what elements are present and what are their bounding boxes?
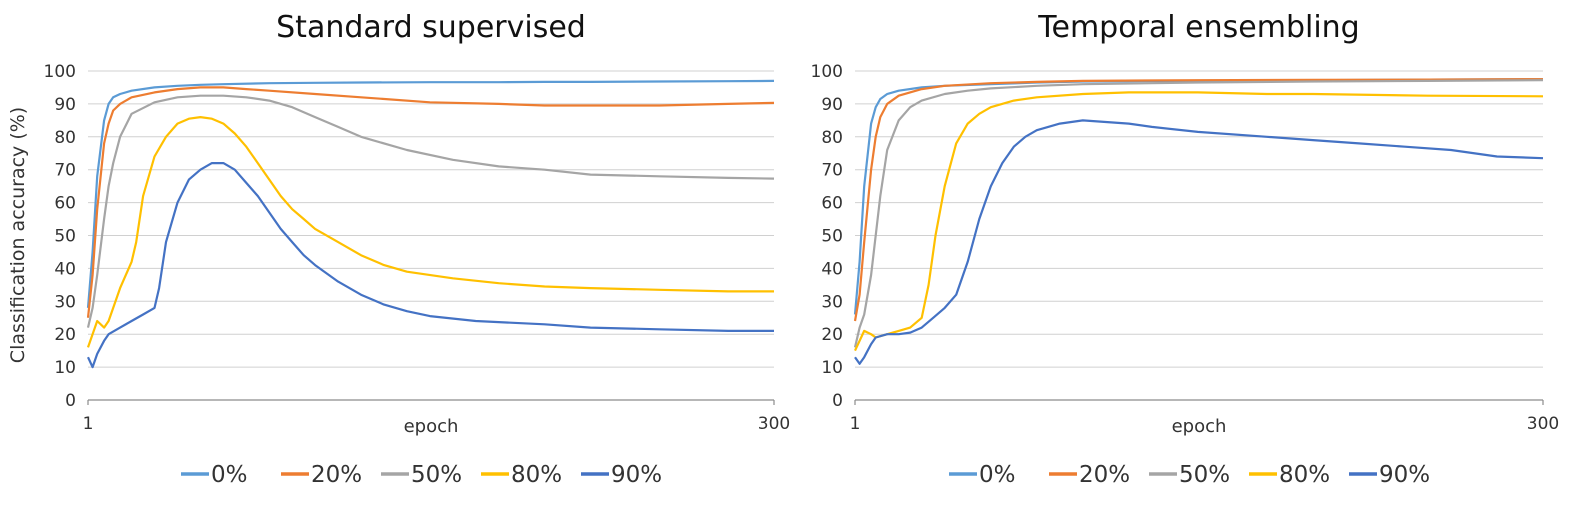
- legend-label-0pct: 0%: [211, 462, 248, 488]
- y-tick-label: 30: [821, 292, 843, 312]
- legend-label-80pct: 80%: [511, 462, 562, 488]
- chart-standard-supervised: Standard supervised010203040506070809010…: [44, 10, 791, 488]
- legend-label-90pct: 90%: [1379, 462, 1430, 488]
- series-line-20pct: [86, 86, 775, 318]
- chart-title: Standard supervised: [276, 10, 586, 45]
- legend-label-0pct: 0%: [979, 462, 1016, 488]
- x-axis-label: epoch: [1172, 416, 1227, 437]
- y-tick-label: 90: [821, 95, 843, 115]
- y-tick-label: 100: [44, 62, 76, 82]
- y-tick-label: 0: [65, 391, 76, 411]
- y-tick-label: 10: [54, 358, 76, 378]
- series-line-0pct: [86, 79, 775, 308]
- series-line-0pct: [853, 78, 1544, 315]
- y-tick-label: 0: [832, 391, 843, 411]
- chart-title: Temporal ensembling: [1037, 10, 1359, 45]
- y-tick-label: 70: [54, 161, 76, 181]
- legend-label-80pct: 80%: [1279, 462, 1330, 488]
- series-line-90pct: [854, 119, 1544, 365]
- legend: 0% 20% 50% 80% 90%: [949, 462, 1430, 488]
- legend-label-50pct: 50%: [1179, 462, 1230, 488]
- y-tick-label: 10: [821, 358, 843, 378]
- series-line-80pct: [86, 115, 774, 348]
- figure-ylabel: Classification accuracy (%): [7, 107, 29, 363]
- legend-label-20pct: 20%: [1079, 462, 1130, 488]
- chart-temporal-ensembling: Temporal ensembling010203040506070809010…: [811, 10, 1560, 488]
- y-tick-label: 40: [54, 259, 76, 279]
- y-tick-label: 70: [821, 161, 843, 181]
- y-tick-label: 40: [821, 259, 843, 279]
- y-tick-label: 50: [54, 227, 76, 247]
- legend-label-20pct: 20%: [311, 462, 362, 488]
- y-tick-label: 20: [821, 325, 843, 345]
- series-line-50pct: [86, 94, 775, 328]
- series-line-50pct: [853, 79, 1544, 348]
- x-tick-label: 1: [850, 414, 861, 434]
- x-tick-label: 1: [83, 414, 94, 434]
- x-tick-label: 300: [1527, 414, 1559, 434]
- y-tick-label: 100: [811, 62, 843, 82]
- x-axis-label: epoch: [404, 416, 459, 437]
- y-tick-label: 60: [54, 194, 76, 214]
- legend-label-50pct: 50%: [411, 462, 462, 488]
- y-tick-label: 50: [821, 227, 843, 247]
- x-tick-label: 300: [758, 414, 790, 434]
- y-tick-label: 80: [821, 128, 843, 148]
- y-tick-label: 60: [821, 194, 843, 214]
- series-line-20pct: [853, 78, 1544, 322]
- y-tick-label: 80: [54, 128, 76, 148]
- y-tick-label: 20: [54, 325, 76, 345]
- series-line-90pct: [87, 162, 774, 369]
- y-tick-label: 30: [54, 292, 76, 312]
- legend-label-90pct: 90%: [611, 462, 662, 488]
- y-tick-label: 90: [54, 95, 76, 115]
- legend: 0% 20% 50% 80% 90%: [181, 462, 662, 488]
